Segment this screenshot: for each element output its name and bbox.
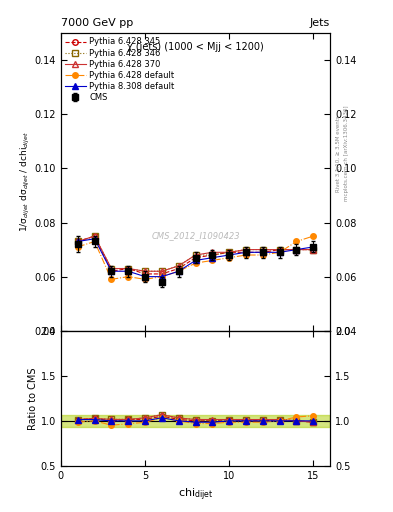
Text: Jets: Jets — [310, 18, 330, 28]
Pythia 8.308 default — [193, 258, 198, 264]
Pythia 8.308 default — [143, 273, 147, 280]
Pythia 6.428 346 — [244, 246, 248, 252]
Pythia 6.428 345 — [193, 254, 198, 261]
Pythia 8.308 default — [176, 268, 181, 274]
Pythia 6.428 default — [210, 258, 215, 264]
Pythia 6.428 default — [244, 252, 248, 258]
Pythia 6.428 370 — [277, 246, 282, 252]
Pythia 6.428 default — [75, 244, 80, 250]
Pythia 6.428 345 — [277, 246, 282, 252]
Pythia 8.308 default — [294, 246, 299, 252]
Pythia 6.428 346 — [109, 265, 114, 271]
Pythia 8.308 default — [210, 254, 215, 261]
Pythia 6.428 345 — [294, 246, 299, 252]
Text: CMS_2012_I1090423: CMS_2012_I1090423 — [151, 231, 240, 240]
Pythia 6.428 370 — [294, 246, 299, 252]
Pythia 6.428 default — [193, 260, 198, 266]
Pythia 8.308 default — [75, 239, 80, 245]
Pythia 6.428 default — [311, 233, 316, 239]
Pythia 6.428 default — [92, 239, 97, 245]
Pythia 6.428 370 — [75, 239, 80, 245]
Pythia 6.428 346 — [277, 246, 282, 252]
Text: mcplots.cern.ch [arXiv:1306.3436]: mcplots.cern.ch [arXiv:1306.3436] — [344, 106, 349, 201]
Pythia 6.428 346 — [75, 239, 80, 245]
Pythia 8.308 default — [126, 268, 130, 274]
Pythia 6.428 346 — [160, 268, 164, 274]
Pythia 6.428 default — [294, 239, 299, 245]
Pythia 6.428 370 — [244, 246, 248, 252]
Pythia 6.428 346 — [143, 268, 147, 274]
Line: Pythia 6.428 346: Pythia 6.428 346 — [75, 233, 316, 274]
Pythia 8.308 default — [244, 249, 248, 255]
Pythia 8.308 default — [92, 236, 97, 242]
Pythia 6.428 370 — [143, 268, 147, 274]
Pythia 6.428 default — [261, 252, 265, 258]
Pythia 6.428 345 — [143, 271, 147, 277]
Pythia 6.428 345 — [311, 246, 316, 252]
Pythia 6.428 345 — [109, 268, 114, 274]
Pythia 8.308 default — [227, 252, 231, 258]
Pythia 6.428 default — [277, 249, 282, 255]
Pythia 6.428 345 — [75, 239, 80, 245]
Pythia 6.428 370 — [109, 265, 114, 271]
Pythia 6.428 346 — [176, 263, 181, 269]
Text: 7000 GeV pp: 7000 GeV pp — [61, 18, 133, 28]
Pythia 6.428 346 — [92, 233, 97, 239]
Pythia 6.428 345 — [210, 252, 215, 258]
Text: χ (jets) (1000 < Mjj < 1200): χ (jets) (1000 < Mjj < 1200) — [127, 42, 264, 52]
Line: Pythia 8.308 default: Pythia 8.308 default — [75, 236, 316, 280]
Pythia 8.308 default — [160, 273, 164, 280]
Bar — [61, 415, 330, 427]
Pythia 6.428 345 — [126, 265, 130, 271]
Pythia 6.428 default — [143, 276, 147, 283]
Pythia 6.428 370 — [126, 265, 130, 271]
Pythia 6.428 345 — [176, 265, 181, 271]
Pythia 6.428 370 — [160, 268, 164, 274]
Pythia 6.428 default — [160, 273, 164, 280]
X-axis label: chi$_\mathregular{dijet}$: chi$_\mathregular{dijet}$ — [178, 486, 213, 503]
Pythia 6.428 346 — [311, 246, 316, 252]
Pythia 6.428 370 — [210, 249, 215, 255]
Line: Pythia 6.428 370: Pythia 6.428 370 — [75, 233, 316, 274]
Pythia 6.428 345 — [261, 249, 265, 255]
Line: Pythia 6.428 345: Pythia 6.428 345 — [75, 233, 316, 276]
Pythia 6.428 346 — [210, 252, 215, 258]
Pythia 6.428 default — [126, 273, 130, 280]
Legend: Pythia 6.428 345, Pythia 6.428 346, Pythia 6.428 370, Pythia 6.428 default, Pyth: Pythia 6.428 345, Pythia 6.428 346, Pyth… — [63, 36, 176, 103]
Pythia 6.428 346 — [193, 252, 198, 258]
Pythia 8.308 default — [277, 249, 282, 255]
Pythia 6.428 346 — [227, 249, 231, 255]
Pythia 6.428 370 — [261, 246, 265, 252]
Pythia 6.428 345 — [92, 233, 97, 239]
Pythia 8.308 default — [311, 244, 316, 250]
Text: Rivet 3.1.10, ≥ 3.5M events: Rivet 3.1.10, ≥ 3.5M events — [336, 115, 341, 192]
Pythia 6.428 default — [109, 276, 114, 283]
Pythia 8.308 default — [109, 268, 114, 274]
Pythia 6.428 370 — [92, 233, 97, 239]
Pythia 6.428 370 — [227, 249, 231, 255]
Line: Pythia 6.428 default: Pythia 6.428 default — [75, 233, 316, 282]
Pythia 6.428 345 — [244, 249, 248, 255]
Pythia 6.428 345 — [227, 249, 231, 255]
Pythia 6.428 370 — [193, 252, 198, 258]
Pythia 6.428 346 — [126, 265, 130, 271]
Pythia 6.428 346 — [261, 246, 265, 252]
Pythia 6.428 346 — [294, 246, 299, 252]
Pythia 6.428 345 — [160, 271, 164, 277]
Pythia 6.428 default — [227, 254, 231, 261]
Pythia 8.308 default — [261, 249, 265, 255]
Y-axis label: 1/σ$_{dijet}$ dσ$_{dijet}$ / dchi$_{dijet}$: 1/σ$_{dijet}$ dσ$_{dijet}$ / dchi$_{dije… — [19, 132, 32, 232]
Pythia 6.428 370 — [176, 263, 181, 269]
Pythia 6.428 370 — [311, 246, 316, 252]
Pythia 6.428 default — [176, 268, 181, 274]
Y-axis label: Ratio to CMS: Ratio to CMS — [28, 367, 38, 430]
